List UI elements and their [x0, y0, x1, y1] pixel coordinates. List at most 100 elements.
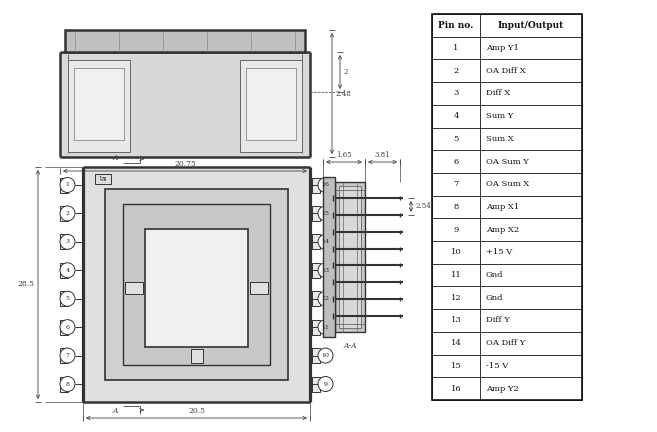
Text: 2.54: 2.54	[415, 203, 431, 210]
Bar	[60, 263, 68, 278]
Circle shape	[318, 377, 333, 391]
Circle shape	[60, 234, 75, 249]
Bar	[123, 204, 270, 365]
Text: Sum X: Sum X	[486, 135, 514, 143]
Text: +15 V: +15 V	[486, 248, 512, 256]
Circle shape	[60, 178, 75, 193]
Bar	[60, 320, 68, 335]
Bar	[432, 218, 582, 241]
Bar	[312, 234, 320, 249]
Bar	[95, 174, 111, 184]
Bar	[74, 68, 124, 140]
Text: 2: 2	[453, 67, 459, 75]
Text: 3: 3	[66, 239, 70, 245]
Text: 6: 6	[453, 158, 459, 165]
Bar	[246, 68, 296, 140]
Text: 14: 14	[321, 239, 330, 245]
Circle shape	[60, 263, 75, 278]
Text: OA Diff Y: OA Diff Y	[486, 339, 526, 347]
Text: 4: 4	[453, 112, 459, 120]
Bar	[432, 286, 582, 309]
Text: 20.75: 20.75	[174, 160, 196, 168]
Bar	[191, 349, 202, 363]
Text: 9: 9	[323, 381, 327, 387]
Circle shape	[318, 263, 333, 278]
Text: 20.5: 20.5	[188, 407, 205, 415]
Bar	[68, 60, 130, 152]
Text: 2.48: 2.48	[336, 89, 351, 98]
Text: 2: 2	[66, 211, 70, 216]
Circle shape	[60, 320, 75, 335]
Bar	[65, 30, 305, 52]
Text: OA Diff X: OA Diff X	[486, 67, 526, 75]
Circle shape	[318, 291, 333, 306]
Text: Gnd: Gnd	[486, 271, 503, 279]
Text: 5: 5	[453, 135, 459, 143]
Bar	[60, 377, 68, 391]
Bar	[432, 196, 582, 218]
Text: A-A: A-A	[343, 342, 357, 350]
Bar	[105, 189, 288, 380]
Text: Amp Y2: Amp Y2	[486, 384, 519, 393]
Bar	[312, 377, 320, 391]
Text: 6: 6	[66, 324, 70, 330]
Text: Sum Y: Sum Y	[486, 112, 513, 120]
Bar	[312, 263, 320, 278]
Bar	[83, 167, 310, 402]
Text: 8: 8	[453, 203, 459, 211]
Text: 15: 15	[321, 211, 330, 216]
Bar	[432, 355, 582, 377]
Text: OA Sum Y: OA Sum Y	[486, 158, 529, 165]
Text: 9: 9	[453, 226, 459, 234]
Text: Amp Y1: Amp Y1	[486, 44, 519, 52]
Bar	[432, 241, 582, 264]
Text: 1.65: 1.65	[336, 151, 352, 159]
Bar	[60, 178, 68, 193]
Bar	[312, 291, 320, 306]
Text: Input/Output: Input/Output	[498, 21, 564, 30]
Bar	[432, 82, 582, 105]
Bar	[432, 14, 582, 400]
Circle shape	[318, 178, 333, 193]
Circle shape	[318, 348, 333, 363]
Text: 13: 13	[451, 317, 461, 324]
Text: 11: 11	[321, 324, 330, 330]
Bar	[339, 186, 361, 328]
Text: 11: 11	[451, 271, 461, 279]
Bar	[432, 14, 582, 37]
Text: A: A	[112, 154, 118, 162]
Text: 7: 7	[453, 180, 459, 188]
Text: 1: 1	[66, 182, 70, 187]
Text: 10: 10	[321, 353, 330, 358]
Text: 16: 16	[321, 182, 329, 187]
Text: 5: 5	[66, 296, 70, 301]
Bar	[432, 150, 582, 173]
Text: 3.81: 3.81	[374, 151, 390, 159]
Bar	[312, 178, 320, 193]
Text: OA Sum X: OA Sum X	[486, 180, 530, 188]
Circle shape	[60, 377, 75, 391]
Bar	[432, 59, 582, 82]
Bar	[312, 320, 320, 335]
Bar	[240, 60, 302, 152]
Bar	[432, 309, 582, 332]
Circle shape	[318, 234, 333, 249]
Bar	[432, 173, 582, 196]
Circle shape	[318, 206, 333, 221]
Text: Diff Y: Diff Y	[486, 317, 510, 324]
Bar	[60, 348, 68, 363]
Text: Diff X: Diff X	[486, 89, 510, 98]
Text: 15: 15	[451, 362, 461, 370]
Bar	[60, 234, 68, 249]
Text: 1: 1	[453, 44, 459, 52]
Bar	[432, 377, 582, 400]
Text: 14: 14	[451, 339, 461, 347]
Bar	[60, 52, 310, 157]
Bar	[60, 206, 68, 221]
Text: A: A	[112, 407, 118, 415]
Text: Gnd: Gnd	[486, 294, 503, 302]
Text: 28.5: 28.5	[17, 280, 34, 289]
Text: 12: 12	[321, 296, 330, 301]
Text: 13: 13	[321, 268, 330, 273]
Circle shape	[60, 206, 75, 221]
